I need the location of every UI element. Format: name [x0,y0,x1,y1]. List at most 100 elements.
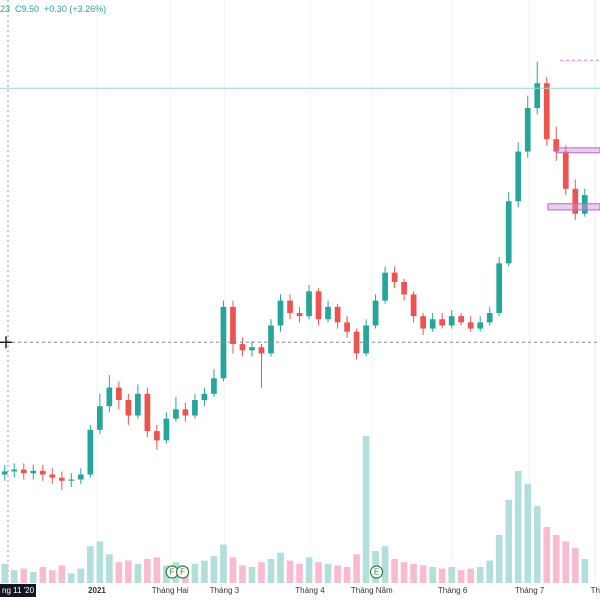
volume-bar [115,562,123,583]
candle-body [182,409,189,416]
candle-body [344,322,350,332]
volume-bar [343,567,351,583]
candle-body [192,400,198,416]
volume-bar [495,535,503,583]
candle-body [287,300,293,314]
volume-bar [96,541,104,583]
volume-bar [334,565,341,583]
candle-body [30,470,37,474]
volume-bar [524,483,532,583]
volume-bar [305,557,313,583]
candle-body [325,306,331,320]
candle-body [20,469,27,474]
x-tick-label: Th [591,586,600,595]
volume-bar [296,563,303,583]
cursor [0,336,12,349]
volume-bar [258,562,265,583]
candle-body [572,188,579,214]
volume-bar [438,568,446,583]
volume-bar [381,546,389,583]
header: 23 C9.50 +0.30 (+3.26%) [0,4,106,14]
candle-body [581,195,588,214]
candle-body [239,344,246,351]
volume-bar [467,568,475,583]
candle-body [11,469,18,472]
volume-bar [419,565,427,583]
event-marker [175,565,190,579]
volume-bar [48,570,56,583]
crosshair-x-box [0,584,36,597]
candle-body [154,431,160,441]
x-tick-label: Tháng Năm [351,586,393,595]
x-tick-label: Tháng 6 [438,586,468,595]
volume-bar [77,568,85,583]
candle-body [562,151,569,189]
volume-bar [286,560,294,583]
candle-body [420,316,426,329]
volume-bar [10,570,18,583]
candle-body [258,347,265,354]
volume-bar [67,573,75,583]
candle-body [106,387,113,407]
candle-body [477,322,484,329]
candle-body [382,272,388,301]
x-tick-label: Tháng 3 [210,586,240,595]
zone [556,147,600,154]
candle-body [135,393,141,416]
event-marker [369,565,384,579]
candle-body [173,409,179,419]
candle-body [334,306,341,323]
candle-body [68,479,75,481]
x-tick-label: Tháng 4 [295,586,325,595]
volume-bar [277,552,284,583]
volume-bar [486,560,494,583]
candle-body [49,474,56,478]
volume-bar [29,571,37,583]
candle-body [515,151,522,202]
volume-bar [562,541,570,583]
candle-body [1,471,8,475]
x-tick-label: Tháng 7 [515,586,545,595]
header-item: C9.50 [15,4,39,14]
candle-body [201,393,208,400]
volume-bar [220,544,227,583]
candle-body [249,347,255,351]
crosshair-x-label: ng 11 '20 [2,586,35,595]
volume-bar [58,565,66,583]
volume-bar [571,547,579,583]
volume-bar [315,562,322,583]
volume-bar [581,559,589,583]
candle-body [277,300,284,326]
volume-bar [429,567,436,583]
volume-bar [201,560,208,583]
candle-body [363,325,369,354]
candle-body [448,316,455,326]
candle-body [116,387,122,400]
candle-body [315,291,322,320]
candle-body [58,477,65,481]
candle-body [410,294,417,317]
volume-bar [391,559,398,583]
candle-body [401,281,407,295]
candle-body [543,83,550,140]
candle-body [125,400,132,416]
volume-bar [106,554,113,583]
volume-bar [39,567,47,583]
x-tick-label: 2021 [88,586,106,595]
volume-bar [1,563,9,583]
candle-body [429,319,436,329]
candle-body [211,378,217,394]
volume-bar [153,557,161,583]
volume-bar [191,563,199,583]
x-tick-label: Tháng Hai [152,586,189,595]
volume-bar [353,554,360,583]
candle-body [372,300,379,326]
header-item: +0.30 (+3.26%) [44,4,106,14]
volume-bar [362,435,370,583]
candle-body [391,272,398,282]
candle-body [306,291,312,317]
volume-bar [144,559,151,583]
candle-body [505,201,512,264]
volume-bar [533,506,541,583]
volume-bar [87,546,94,583]
